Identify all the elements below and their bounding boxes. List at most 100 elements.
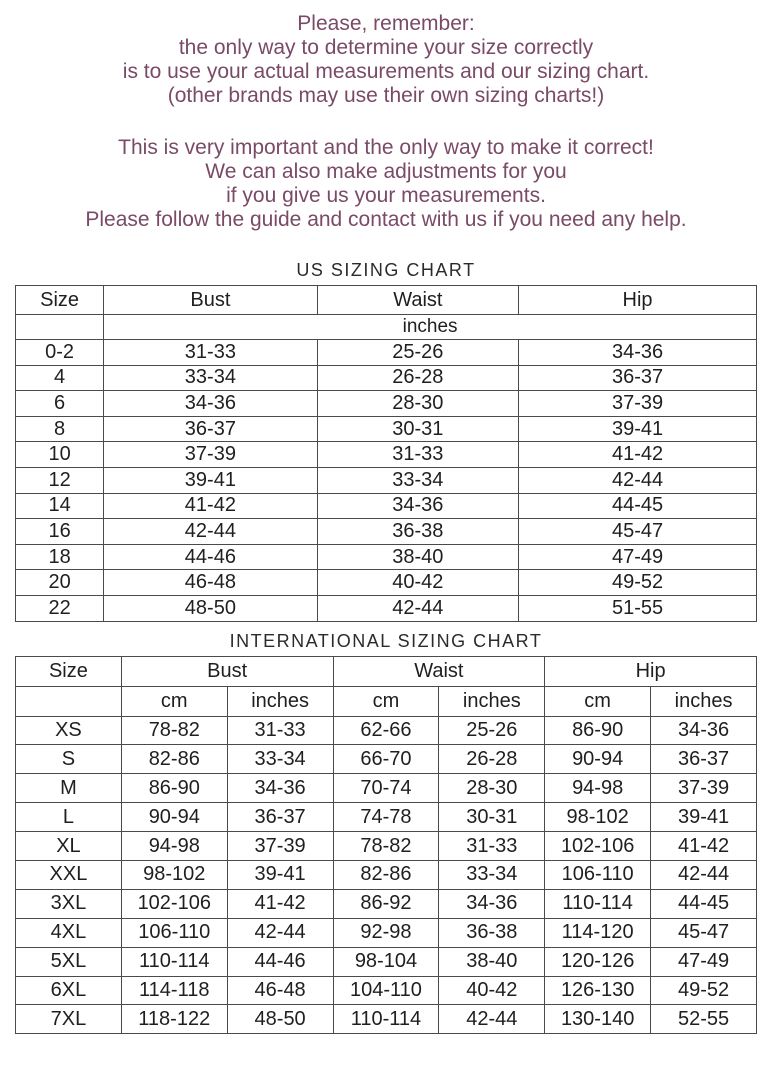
table-cell: 30-31: [316, 415, 520, 443]
table-cell: XS: [15, 715, 122, 746]
us-sizing-table: Size Bust Waist Hip inches 0-2 31-33 25-26…: [14, 285, 757, 622]
table-cell: 42-44: [518, 466, 757, 494]
unit-label-inches: inches: [103, 314, 757, 340]
table-cell: 34-36: [518, 339, 757, 366]
table-cell: 10: [14, 441, 105, 468]
table-cell: 37-39: [650, 773, 757, 804]
table-cell: 82-86: [332, 859, 440, 890]
table-cell: M: [15, 773, 122, 804]
table-cell: 66-70: [332, 744, 440, 775]
table-cell: 120-126: [544, 946, 652, 977]
table-cell: 110-114: [544, 888, 652, 919]
table-row: L 90-94 36-37 74-78 30-31 98-102 39-41: [15, 802, 757, 833]
table-row: 0-2 31-33 25-26 34-36: [14, 339, 757, 366]
table-cell: 94-98: [120, 831, 228, 861]
table-cell: 34-36: [650, 715, 757, 746]
table-cell: 39-41: [226, 859, 334, 890]
table-cell: 36-38: [316, 518, 520, 545]
table-cell: 25-26: [438, 715, 546, 746]
column-header-waist: Waist: [332, 655, 546, 687]
unit-header-bust-inches: inches: [226, 685, 334, 717]
intro-line: This is very important and the only way …: [118, 136, 654, 159]
intro-section: Please, remember: the only way to determ…: [0, 12, 772, 232]
table-cell: 36-38: [438, 917, 546, 948]
unit-header-hip-cm: cm: [544, 685, 652, 717]
table-cell: 6: [14, 390, 105, 417]
table-cell: 5XL: [15, 946, 122, 977]
unit-header-hip-inches: inches: [650, 685, 757, 717]
table-cell: 31-33: [438, 831, 546, 861]
intl-table-header: Size Bust Waist Hip cm inches cm inches …: [15, 655, 757, 717]
table-cell: 39-41: [518, 415, 757, 443]
intro-line: Please follow the guide and contact with…: [85, 208, 687, 231]
table-cell: L: [15, 802, 122, 833]
table-cell: 62-66: [332, 715, 440, 746]
table-cell: 45-47: [518, 518, 757, 545]
table-cell: 41-42: [226, 888, 334, 919]
table-cell: 18: [14, 543, 105, 571]
table-cell: 33-34: [438, 859, 546, 890]
intl-unit-row: cm inches cm inches cm inches: [15, 685, 757, 717]
table-row: XS 78-82 31-33 62-66 25-26 86-90 34-36: [15, 715, 757, 746]
table-row: XL 94-98 37-39 78-82 31-33 102-106 41-42: [15, 831, 757, 861]
unit-header-waist-inches: inches: [438, 685, 546, 717]
table-cell: 36-37: [103, 415, 318, 443]
table-cell: 46-48: [103, 569, 318, 596]
table-cell: 37-39: [103, 441, 318, 468]
table-cell: 94-98: [544, 773, 652, 804]
us-header-row: Size Bust Waist Hip: [14, 285, 757, 315]
table-row: 6 34-36 28-30 37-39: [14, 390, 757, 417]
table-cell: 36-37: [226, 802, 334, 833]
table-row: 14 41-42 34-36 44-45: [14, 492, 757, 520]
table-cell: 106-110: [120, 917, 228, 948]
table-cell: 44-45: [518, 492, 757, 520]
table-cell: XXL: [15, 859, 122, 890]
table-cell: 31-33: [316, 441, 520, 468]
table-cell: 118-122: [120, 1004, 228, 1035]
table-cell: 33-34: [316, 466, 520, 494]
column-header-size: Size: [14, 285, 105, 315]
table-cell: 44-46: [103, 543, 318, 571]
table-cell: 38-40: [438, 946, 546, 977]
table-row: 18 44-46 38-40 47-49: [14, 543, 757, 571]
table-cell: 42-44: [226, 917, 334, 948]
intro-paragraph-important: This is very important and the only way …: [0, 136, 772, 232]
table-cell: 30-31: [438, 802, 546, 833]
column-header-bust: Bust: [103, 285, 318, 315]
unit-header-waist-cm: cm: [332, 685, 440, 717]
table-cell: 114-120: [544, 917, 652, 948]
us-table-body: 0-2 31-33 25-26 34-36 4 33-34 26-28 36-37 6 34-36…: [14, 339, 757, 622]
table-cell: 104-110: [332, 975, 440, 1006]
table-cell: 0-2: [14, 339, 105, 366]
table-cell: 37-39: [518, 390, 757, 417]
table-cell: 78-82: [332, 831, 440, 861]
table-row: 5XL 110-114 44-46 98-104 38-40 120-126 47-49: [15, 946, 757, 977]
table-row: 22 48-50 42-44 51-55: [14, 594, 757, 622]
table-cell: 34-36: [226, 773, 334, 804]
table-cell: 44-45: [650, 888, 757, 919]
table-cell: 42-44: [316, 594, 520, 622]
table-row: XXL 98-102 39-41 82-86 33-34 106-110 42-44: [15, 859, 757, 890]
table-cell: 38-40: [316, 543, 520, 571]
intro-line: We can also make adjustments for you: [205, 160, 567, 183]
table-cell: 6XL: [15, 975, 122, 1006]
table-cell: 110-114: [120, 946, 228, 977]
table-cell: 36-37: [650, 744, 757, 775]
international-chart-title: INTERNATIONAL SIZING CHART: [229, 630, 543, 651]
table-cell: 41-42: [650, 831, 757, 861]
table-cell: 20: [14, 569, 105, 596]
us-unit-row: inches: [14, 314, 757, 340]
table-cell: 78-82: [120, 715, 228, 746]
table-cell: 36-37: [518, 364, 757, 392]
table-cell: 70-74: [332, 773, 440, 804]
column-header-size: Size: [15, 655, 122, 687]
table-cell: S: [15, 744, 122, 775]
table-cell: 86-90: [120, 773, 228, 804]
table-cell: 7XL: [15, 1004, 122, 1035]
table-cell: 102-106: [544, 831, 652, 861]
table-cell: 28-30: [438, 773, 546, 804]
us-chart-title: US SIZING CHART: [296, 260, 476, 280]
table-cell: 48-50: [226, 1004, 334, 1035]
intl-table-body: XS 78-82 31-33 62-66 25-26 86-90 34-36 S 82-86 33…: [15, 715, 757, 1035]
